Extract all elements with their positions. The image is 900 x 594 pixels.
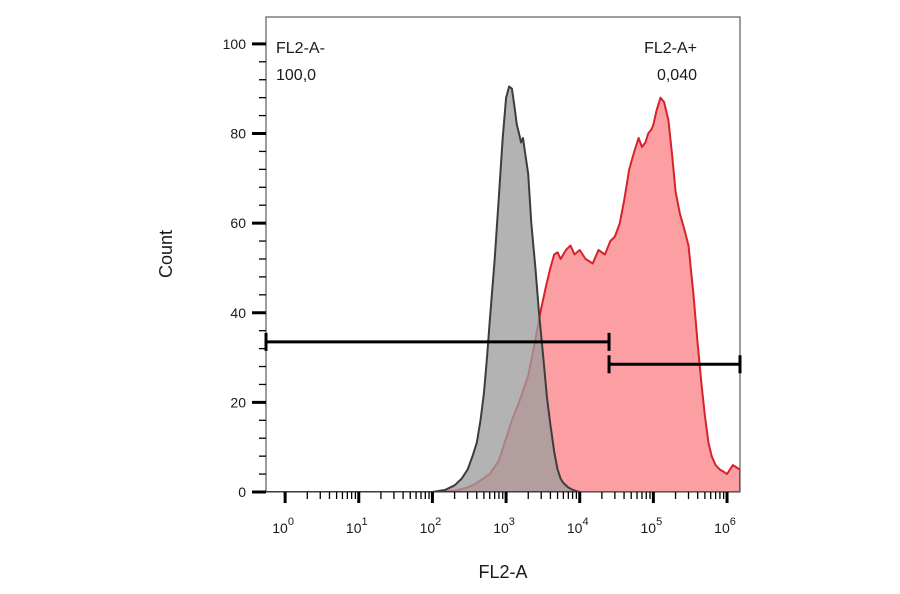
- gate-positive-label: FL2-A+: [644, 40, 697, 57]
- gate-negative-label: FL2-A-: [276, 40, 325, 57]
- x-axis-title: FL2-A: [478, 562, 527, 582]
- y-axis: 0 20 40 60 80 100: [223, 36, 266, 500]
- x-tick-label: 101: [346, 516, 368, 536]
- x-tick-label: 104: [567, 516, 589, 536]
- gate-negative-value: 100,0: [276, 67, 316, 84]
- x-axis: 100 101 102 103 104 105 106: [272, 492, 736, 536]
- series-layer: [266, 85, 740, 492]
- x-tick-label: 105: [641, 516, 663, 536]
- gate-positive-value: 0,040: [657, 67, 697, 84]
- gate-layer: [264, 332, 742, 374]
- y-tick-label: 80: [230, 126, 246, 142]
- x-tick-label: 102: [420, 516, 442, 536]
- y-tick-label: 60: [230, 215, 246, 231]
- x-tick-label: 103: [493, 516, 515, 536]
- y-tick-label: 100: [223, 36, 247, 52]
- y-tick-label: 20: [230, 394, 246, 410]
- y-tick-label: 40: [230, 305, 246, 321]
- x-tick-label: 106: [714, 516, 736, 536]
- series-2-area: [266, 85, 581, 492]
- x-tick-label: 100: [272, 516, 294, 536]
- y-axis-title: Count: [156, 230, 176, 278]
- y-tick-label: 0: [238, 484, 246, 500]
